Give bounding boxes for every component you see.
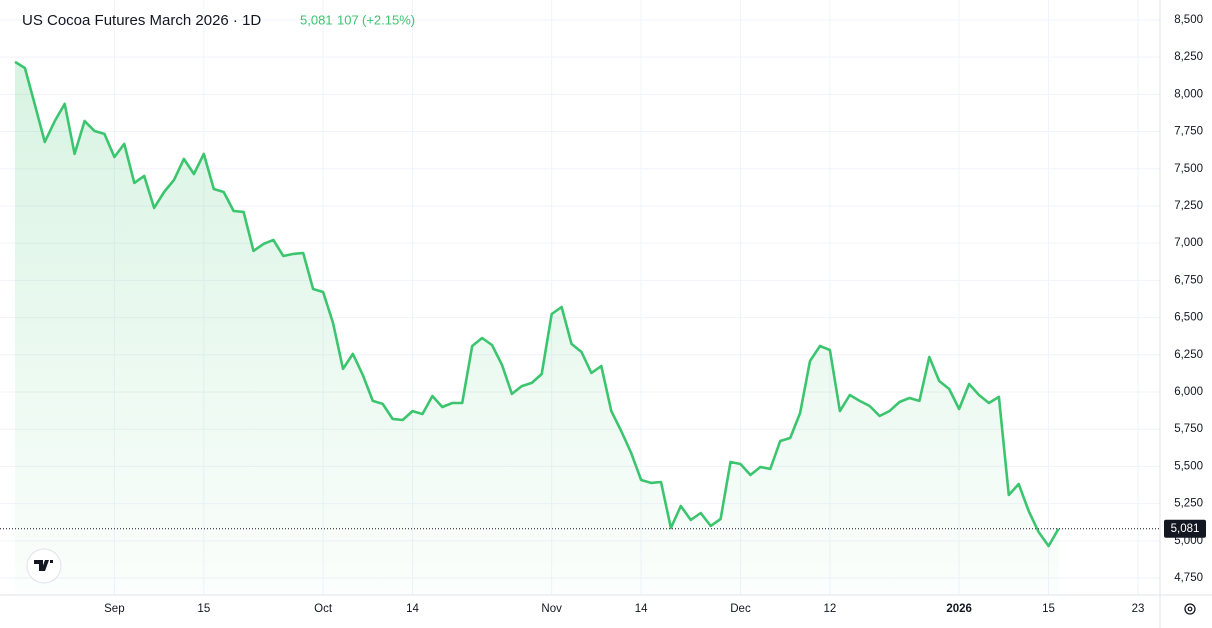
line (14, 60, 1060, 548)
y-tick-label: 5,250 (1174, 498, 1203, 510)
y-tick-label: 4,750 (1174, 572, 1203, 584)
y-tick-label: 8,500 (1174, 14, 1203, 26)
chart-title: US Cocoa Futures March 2026 · 1D (22, 12, 261, 29)
change-pct: (+2.15%) (362, 12, 415, 27)
logo[interactable] (26, 548, 62, 584)
y-tick-label: 5,500 (1174, 460, 1203, 472)
area (15, 61, 1059, 595)
y-tick-label: 5,000 (1174, 535, 1203, 547)
x-tick-label: 15 (197, 603, 210, 615)
y-tick-label: 5,750 (1174, 423, 1203, 435)
y-tick-label: 6,000 (1174, 386, 1203, 398)
y-tick-label: 7,000 (1174, 237, 1203, 249)
price: 5,081 (300, 12, 333, 27)
y-tick-label: 6,250 (1174, 349, 1203, 361)
y-tick-label: 6,750 (1174, 274, 1203, 286)
y-tick-label: 7,250 (1174, 200, 1203, 212)
x-tick-label: 14 (635, 603, 648, 615)
last-price-box (1164, 519, 1206, 538)
x-tick-label: 2026 (946, 603, 972, 615)
change: 107 (337, 12, 359, 27)
x-tick-label: 23 (1132, 603, 1145, 615)
y-tick-label: 6,500 (1174, 312, 1203, 324)
y-tick-label: 8,000 (1174, 88, 1203, 100)
x-tick-label: Nov (541, 603, 562, 615)
x-tick-label: 15 (1042, 603, 1055, 615)
y-tick-label: 7,750 (1174, 126, 1203, 138)
x-tick-label: Oct (314, 603, 333, 615)
settings-icon[interactable] (1184, 603, 1196, 615)
y-tick-label: 8,250 (1174, 51, 1203, 63)
x-tick-label: Sep (104, 603, 124, 615)
x-tick-label: 14 (406, 603, 419, 615)
y-tick-label: 7,500 (1174, 163, 1203, 175)
x-tick-label: 12 (824, 603, 837, 615)
x-tick-label: Dec (730, 603, 751, 615)
last-price-label: 5,081 (1171, 523, 1200, 535)
